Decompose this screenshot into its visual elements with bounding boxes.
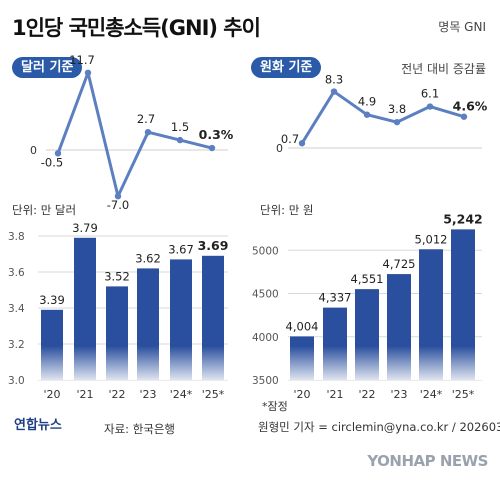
usd_level-tick-label: 3.2 [8,339,25,351]
usd_level-category-label: '22 [108,388,125,401]
preliminary-note: *잠정 [262,400,288,413]
krw_growth-data-label: 0.7 [281,132,299,146]
usd_level-bar-label: 3.52 [104,269,130,283]
krw_growth-data-label: 6.1 [421,87,439,101]
krw_growth-data-label: 8.3 [325,73,343,87]
usd_growth-point [54,150,62,157]
usd_growth-point [114,193,122,200]
usd_level-bar-label: 3.62 [135,251,161,265]
usd_level-base-fade [38,346,228,380]
usd_growth-data-label: -0.5 [41,155,63,169]
krw_level-bar-label: 5,242 [443,211,483,226]
krw_level-bar-label: 4,004 [286,319,319,333]
krw_level-bar-label: 5,012 [415,232,448,246]
source-text: 자료: 한국은행 [104,422,176,436]
usd_level-bar-label: 3.69 [198,238,229,253]
krw_level-bar-label: 4,725 [383,257,416,271]
krw_level-bar-label: 4,551 [351,272,384,286]
usd_growth-data-label: 0.3% [199,127,234,142]
usd_level-bar [74,237,96,380]
yonhap-logo: 연합뉴스 [14,418,62,433]
krw_level-tick-label: 4000 [252,332,279,344]
krw_growth-data-label: 4.6% [453,99,488,114]
krw_growth-series-line [300,90,465,145]
krw_growth-point [426,103,434,110]
usd_level-category-label: '23 [139,388,156,401]
usd_level-unit-label: 단위: 만 달러 [12,203,76,217]
usd_growth-series-line [56,71,213,198]
krw_growth-point [298,140,306,147]
krw_level-base-fade [288,346,482,380]
usd_level-tick-label: 3.4 [8,303,25,315]
growth-rate-note: 전년 대비 증감률 [401,62,486,76]
credit-text: 원형민 기자 = circlemin@yna.co.kr / 20260310 [258,420,500,434]
usd_level-category-label: '25* [202,388,225,401]
krw_level-tick-label: 3500 [252,375,279,387]
usd_growth-zero-label: 0 [30,144,37,157]
usd_growth-data-label: 1.5 [171,120,189,134]
usd_level-category-label: '20 [43,388,60,401]
krw-section-label: 원화 기준 [251,57,322,78]
watermark: YONHAP NEWS [367,452,488,470]
krw_growth-zero-label: 0 [276,142,283,155]
usd_level-tick-label: 3.0 [8,375,25,387]
usd_growth-point [208,144,216,152]
usd_level-category-label: '24* [170,388,193,401]
krw_growth-point [393,118,401,126]
krw_level-category-label: '23 [390,388,407,401]
krw_level-tick-label: 5000 [252,245,279,257]
krw_growth-point [363,111,371,118]
krw_growth-data-label: 4.9 [358,95,376,109]
usd_growth-data-label: -7.0 [107,198,129,212]
krw_level-category-label: '21 [326,388,343,401]
usd_level-bar-label: 3.39 [39,293,65,307]
usd_growth-data-label: 2.7 [137,112,155,126]
usd_level-tick-label: 3.8 [8,231,25,243]
krw_growth-point [330,88,338,95]
usd_level-bar-label: 3.79 [72,221,98,235]
usd_level-category-label: '21 [76,388,93,401]
usd_growth-point [84,69,92,76]
krw_level-tick-label: 4500 [252,289,279,301]
usd_growth-data-label: 11.7 [69,53,95,67]
header-note: 명목 GNI [438,20,486,34]
krw_growth-point [460,113,468,120]
usd_level-bar-label: 3.67 [168,242,194,256]
krw_level-category-label: '25* [452,388,475,401]
krw_level-category-label: '20 [293,388,310,401]
page-title: 1인당 국민총소득(GNI) 추이 [12,16,261,40]
krw_level-unit-label: 단위: 만 원 [260,203,314,217]
krw_level-bar-label: 4,337 [319,291,352,305]
usd_growth-point [144,128,152,136]
krw_level-category-label: '22 [358,388,375,401]
krw_level-category-label: '24* [420,388,443,401]
usd-section-label: 달러 기준 [12,57,83,78]
krw_growth-data-label: 3.8 [388,102,406,116]
usd_growth-point [176,136,184,144]
usd_level-tick-label: 3.6 [8,267,25,279]
